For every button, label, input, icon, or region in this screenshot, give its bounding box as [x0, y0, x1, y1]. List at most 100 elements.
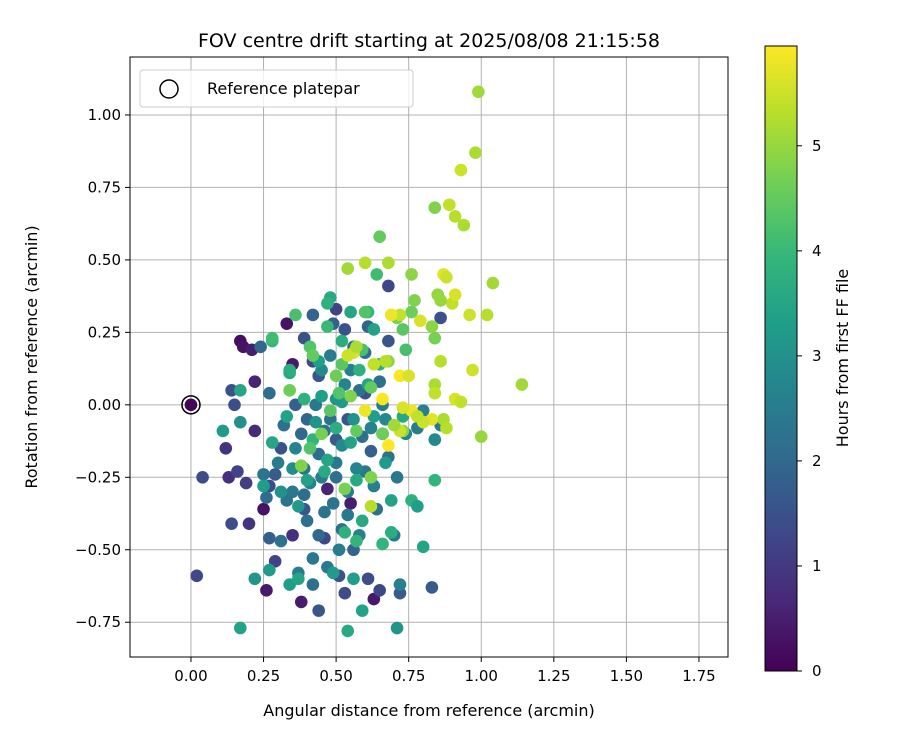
x-tick-label: 0.25: [247, 667, 280, 685]
scatter-point: [350, 534, 363, 548]
scatter-point: [428, 201, 442, 215]
x-tick-label: 0.75: [392, 667, 425, 685]
scatter-point: [260, 491, 273, 504]
scatter-point: [373, 584, 386, 597]
scatter-point: [443, 198, 456, 212]
scatter-point: [364, 499, 378, 513]
scatter-point: [324, 349, 337, 362]
scatter-point: [318, 505, 331, 519]
scatter-point: [373, 230, 386, 244]
scatter-point: [300, 473, 314, 487]
scatter-point: [341, 349, 355, 362]
x-tick-label: 1.50: [610, 667, 643, 685]
scatter-point: [289, 308, 302, 322]
scatter-point: [306, 578, 320, 591]
scatter-point: [260, 584, 273, 597]
scatter-point: [344, 436, 357, 449]
scatter-point: [350, 340, 363, 354]
scatter-point: [411, 410, 424, 423]
scatter-point: [408, 294, 421, 307]
scatter-point: [358, 305, 372, 319]
scatter-point: [347, 413, 360, 426]
colorbar-tick-label: 2: [812, 452, 822, 470]
scatter-point: [466, 363, 479, 377]
scatter-point: [257, 502, 270, 516]
scatter-point: [382, 279, 395, 293]
scatter-point: [196, 470, 209, 484]
scatter-point: [190, 569, 204, 583]
scatter-point: [306, 349, 320, 362]
scatter-point: [382, 256, 395, 270]
y-tick-label: −0.50: [75, 541, 121, 559]
scatter-point: [300, 514, 314, 528]
scatter-point: [283, 384, 296, 397]
scatter-point: [382, 334, 395, 348]
scatter-point: [265, 331, 279, 345]
reference-point: [181, 395, 201, 415]
scatter-point: [219, 442, 233, 455]
scatter-point: [358, 404, 372, 417]
x-axis-ticks: 0.00 0.25 0.50 0.75 1.00 1.25 1.50 1.75: [174, 657, 716, 685]
legend: Reference platepar: [139, 69, 414, 108]
scatter-point: [457, 218, 471, 232]
y-tick-label: 0.50: [88, 251, 121, 269]
scatter-point: [306, 308, 320, 322]
scatter-point: [332, 386, 346, 400]
scatter-point: [274, 534, 288, 548]
scatter-point: [318, 465, 331, 478]
scatter-point: [309, 415, 323, 429]
scatter-point: [332, 543, 346, 557]
scatter-point: [399, 343, 413, 357]
scatter-point: [329, 421, 343, 435]
scatter-point: [274, 485, 288, 499]
scatter-point: [428, 378, 442, 391]
scatter-point: [448, 288, 462, 301]
colorbar-tick-label: 1: [812, 557, 822, 575]
scatter-point: [390, 621, 404, 635]
chart-title: FOV centre drift starting at 2025/08/08 …: [198, 30, 660, 52]
scatter-points: [190, 85, 529, 638]
scatter-point: [248, 572, 262, 586]
colorbar-tick-label: 3: [812, 347, 822, 365]
scatter-point: [324, 404, 337, 417]
x-axis-label: Angular distance from reference (arcmin): [263, 701, 594, 720]
scatter-point: [379, 456, 392, 470]
scatter-point: [338, 586, 352, 600]
scatter-point: [335, 334, 349, 348]
scatter-point: [321, 482, 334, 496]
colorbar-gradient: [765, 46, 797, 671]
scatter-point: [454, 395, 468, 409]
scatter-point: [440, 421, 453, 435]
y-tick-label: 1.00: [88, 106, 121, 124]
scatter-point: [472, 85, 485, 99]
colorbar-tick-label: 4: [812, 242, 822, 260]
scatter-point: [329, 369, 343, 383]
x-tick-label: 0.50: [319, 667, 352, 685]
scatter-point: [315, 427, 328, 441]
scatter-point: [292, 499, 305, 513]
colorbar: 0 1 2 3 4 5 Hours from first FF file: [764, 45, 852, 680]
scatter-point: [292, 572, 305, 586]
scatter-point: [384, 526, 398, 539]
reference-point-ring: [181, 395, 201, 415]
scatter-point: [263, 531, 276, 545]
scatter-point: [379, 355, 392, 368]
y-tick-label: 0.25: [88, 323, 121, 341]
scatter-point: [225, 517, 238, 530]
scatter-point: [393, 586, 407, 600]
scatter-point: [405, 305, 418, 319]
x-tick-label: 1.75: [682, 667, 715, 685]
scatter-point: [413, 314, 427, 328]
scatter-point: [364, 444, 378, 458]
scatter-point: [341, 262, 355, 275]
scatter-point: [355, 604, 369, 617]
scatter-point: [350, 473, 363, 487]
scatter-point: [396, 323, 410, 336]
scatter-point: [402, 369, 415, 383]
scatter-point: [405, 268, 418, 281]
scatter-point: [315, 389, 328, 403]
scatter-point: [286, 528, 299, 542]
scatter-point: [242, 517, 256, 530]
scatter-point: [297, 392, 311, 406]
reference-point-fill: [184, 398, 198, 412]
